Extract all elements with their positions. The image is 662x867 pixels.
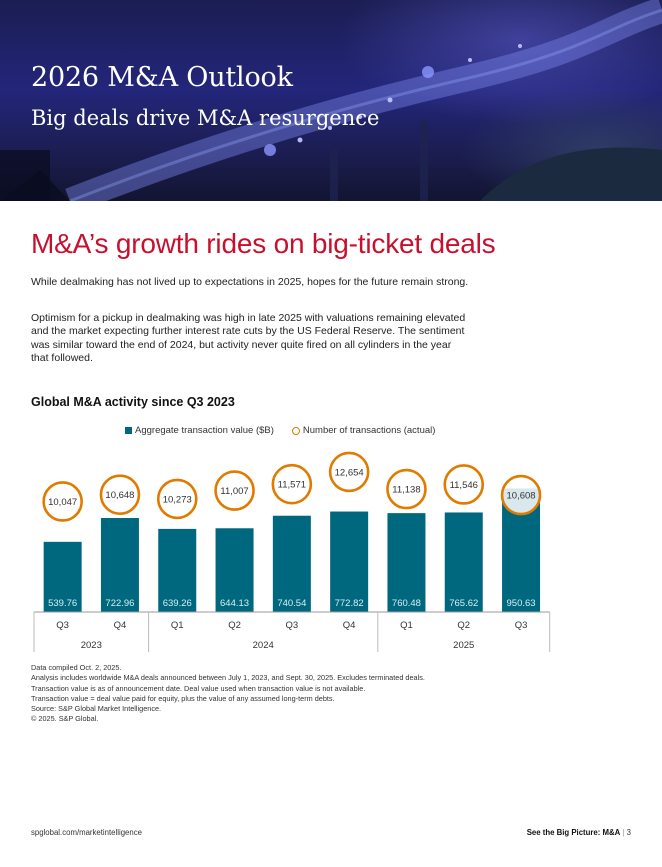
bar-value-label: 765.62: [449, 598, 478, 609]
m-and-a-bar-chart: 539.76 10,047 Q3 722.96 10,648 Q4 639.26 10,273…: [33, 451, 551, 652]
transaction-count-label: 11,571: [278, 480, 306, 491]
transaction-count-marker: [500, 474, 542, 516]
page-subtitle: Big deals drive M&A resurgence: [31, 106, 380, 130]
bar-value-label: 722.96: [105, 598, 134, 609]
legend-bar-swatch-icon: [125, 427, 132, 434]
x-tick-label: Q1: [171, 620, 184, 631]
note-line: © 2025. S&P Global.: [31, 714, 99, 724]
hero-background-image: [0, 0, 662, 201]
bar: [100, 518, 139, 612]
note-line: Transaction value = deal value paid for …: [31, 693, 335, 703]
note-line: Transaction value is as of announcement …: [31, 683, 366, 693]
legend-label-value: Aggregate transaction value ($B): [135, 425, 274, 436]
transaction-count-marker: [214, 470, 255, 511]
x-tick-label: Q1: [400, 620, 413, 631]
transaction-count-label: 11,546: [450, 480, 478, 491]
body-paragraph: Optimism for a pickup in dealmaking was …: [31, 312, 466, 364]
x-tick-label: Q3: [56, 620, 69, 631]
chart-notes: Data compiled Oct. 2, 2025. Analysis inc…: [31, 663, 425, 725]
transaction-count-label: 11,138: [392, 485, 420, 496]
footer-series-label: See the Big Picture: M&A: [526, 828, 621, 837]
legend-label-count: Number of transactions (actual): [302, 425, 436, 436]
x-tick-label: Q4: [343, 620, 356, 631]
transaction-count-label: 10,648: [105, 490, 134, 501]
footer-url[interactable]: spglobal.com/marketintelligence: [31, 828, 142, 837]
legend-item-count: Number of transactions (actual): [291, 425, 436, 436]
article-headline: M&A’s growth rides on big-ticket deals: [31, 228, 496, 259]
transaction-count-marker: [386, 468, 427, 510]
bar-value-label: 772.82: [335, 598, 364, 609]
bar: [215, 528, 254, 612]
bar: [158, 528, 197, 612]
bar: [43, 541, 82, 612]
transaction-count-marker: [271, 463, 313, 505]
bar-value-label: 740.54: [277, 598, 306, 609]
transaction-count-label: 11,007: [220, 486, 248, 497]
transaction-count-label: 10,273: [163, 494, 192, 505]
note-line: Source: S&P Global Market Intelligence.: [31, 704, 162, 714]
bar-value-label: 539.76: [48, 598, 77, 609]
x-tick-label: Q4: [114, 620, 127, 631]
x-tick-label: Q3: [286, 620, 299, 631]
bar-value-label: 644.13: [220, 598, 249, 609]
bar-value-label: 950.63: [507, 598, 536, 609]
footer-page-number: 3: [626, 828, 631, 837]
page-title: 2026 M&A Outlook: [31, 62, 293, 93]
legend-circle-swatch-icon: [291, 426, 300, 435]
year-label: 2024: [253, 640, 274, 651]
x-tick-label: Q2: [228, 620, 241, 631]
bar: [330, 511, 369, 612]
legend-item-value: Aggregate transaction value ($B): [125, 425, 274, 436]
transaction-count-label: 10,608: [507, 491, 536, 502]
year-label: 2025: [453, 640, 474, 651]
bar: [272, 515, 311, 612]
bar-value-label: 760.48: [392, 598, 421, 609]
footer-page-info: See the Big Picture: M&A | 3: [527, 828, 631, 837]
transaction-count-marker: [443, 464, 485, 505]
note-line: Analysis includes worldwide M&A deals an…: [31, 673, 425, 683]
footer-separator: |: [622, 828, 625, 837]
bar-value-label: 639.26: [163, 598, 192, 609]
bar: [387, 513, 426, 612]
hero-banner: 2026 M&A Outlook Big deals drive M&A res…: [0, 0, 662, 201]
transaction-count-label: 10,047: [48, 497, 77, 508]
transaction-count-marker: [42, 481, 83, 522]
transaction-count-label: 12,654: [335, 467, 364, 478]
transaction-count-marker: [99, 474, 141, 515]
transaction-count-marker: [328, 451, 370, 493]
year-label: 2023: [81, 640, 102, 651]
x-tick-label: Q2: [457, 620, 470, 631]
intro-paragraph: While dealmaking has not lived up to exp…: [31, 276, 469, 288]
transaction-count-marker: [156, 478, 198, 520]
note-line: Data compiled Oct. 2, 2025.: [31, 663, 122, 672]
x-tick-label: Q3: [515, 620, 528, 631]
bar: [444, 512, 483, 612]
chart-legend: Aggregate transaction value ($B) Number …: [125, 425, 435, 436]
chart-title: Global M&A activity since Q3 2023: [31, 395, 235, 409]
